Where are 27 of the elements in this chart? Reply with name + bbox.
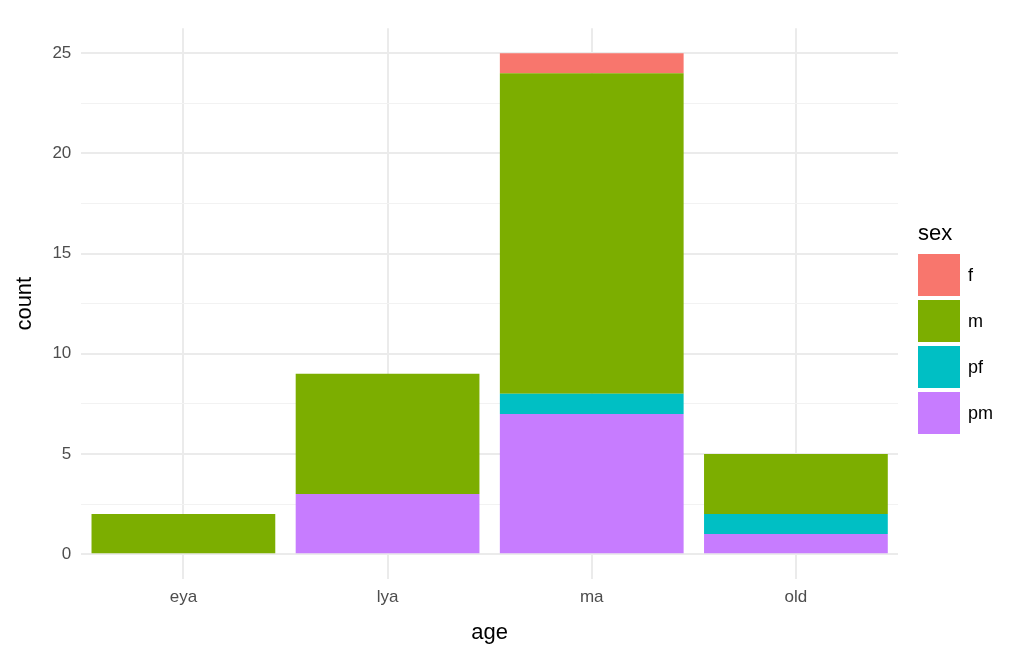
y-axis-title: count	[11, 276, 37, 331]
bar	[295, 494, 480, 554]
y-tick-label: 5	[61, 443, 72, 463]
x-tick-label: eya	[169, 587, 198, 607]
legend-label: pm	[968, 402, 994, 424]
legend-label: m	[968, 310, 983, 332]
bar	[704, 453, 888, 515]
legend-title: sex	[918, 220, 954, 246]
y-tick-label: 20	[52, 143, 72, 163]
y-tick-label: 10	[52, 343, 72, 363]
bar	[295, 373, 480, 495]
bar	[704, 534, 888, 554]
bar	[499, 393, 684, 414]
bar	[91, 514, 276, 554]
x-axis-title: age	[471, 618, 509, 644]
y-tick-label: 0	[61, 543, 72, 563]
legend-label: f	[968, 264, 974, 286]
bar	[499, 53, 684, 74]
x-tick-label: lya	[376, 587, 399, 607]
y-tick-label: 25	[52, 42, 72, 62]
bar	[499, 73, 684, 394]
x-tick-label: old	[784, 587, 808, 607]
y-tick-label: 15	[52, 243, 72, 263]
bar	[499, 413, 684, 554]
legend-label: pf	[968, 356, 984, 378]
x-tick-label: ma	[579, 587, 605, 607]
bar	[704, 514, 888, 535]
